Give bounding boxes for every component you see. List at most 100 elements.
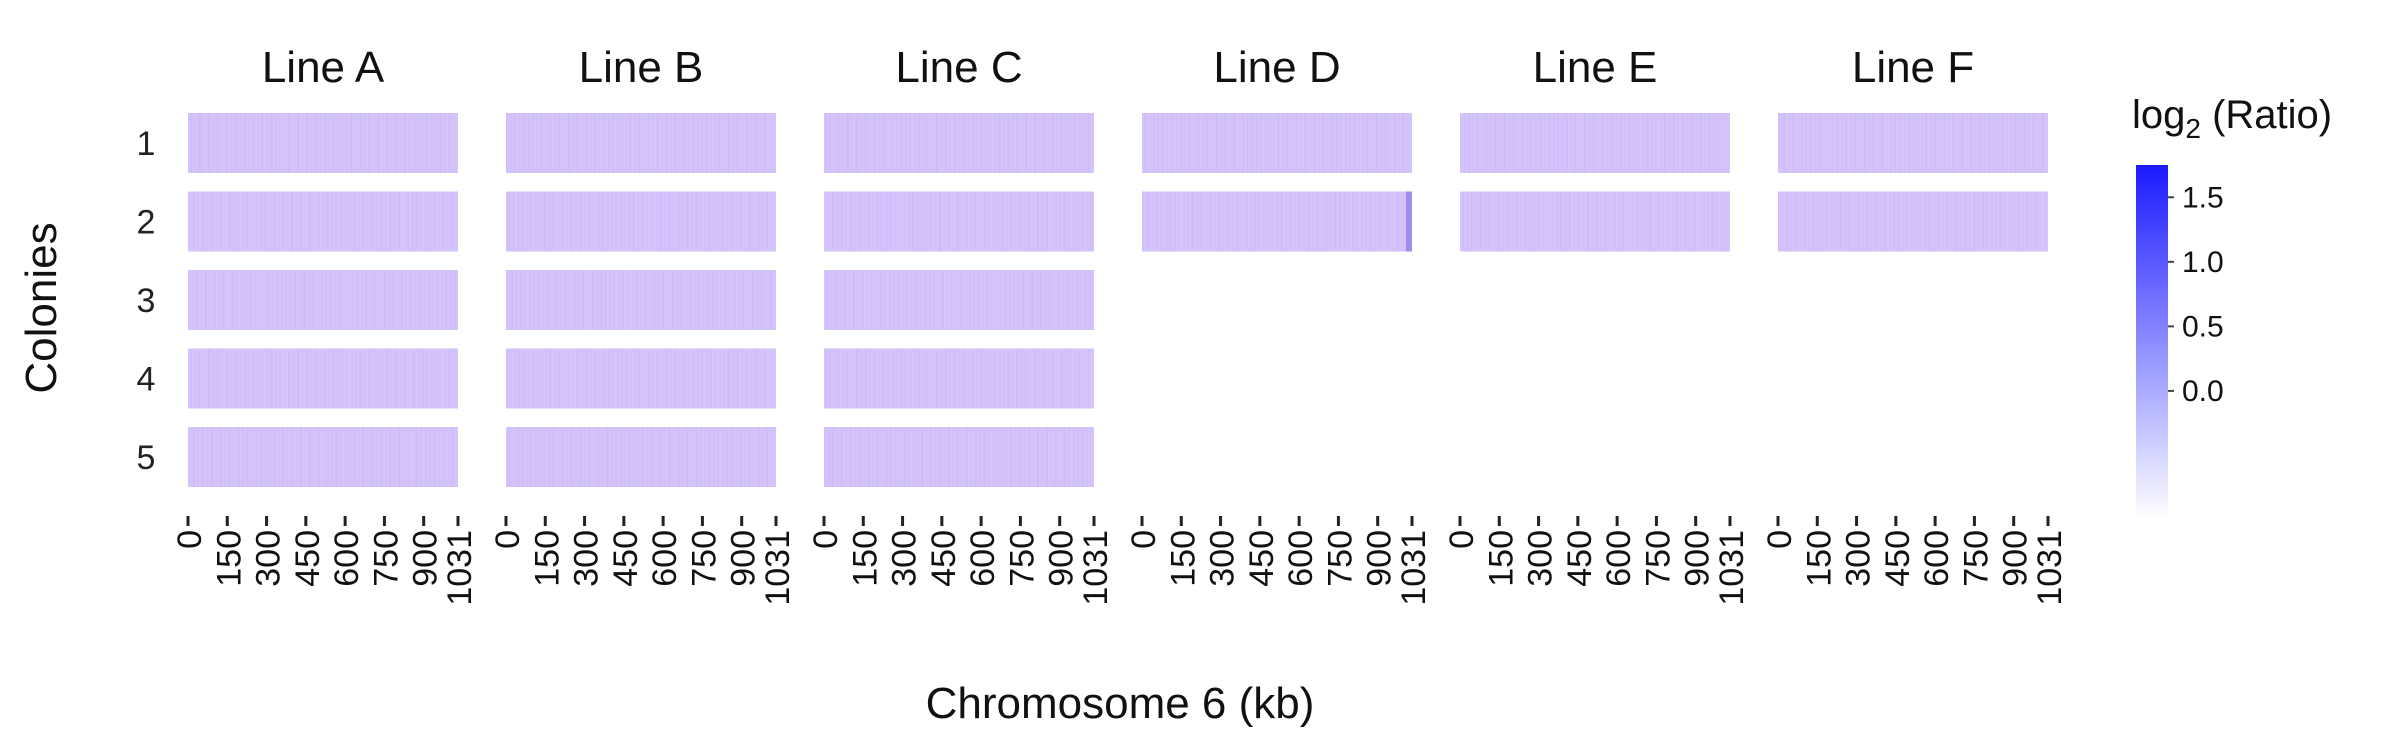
heatmap-bin — [453, 348, 455, 409]
heatmap-bin — [388, 270, 390, 330]
heatmap-bin — [599, 113, 601, 173]
heatmap-bin — [896, 348, 898, 409]
heatmap-bin — [300, 427, 303, 487]
heatmap-bin — [701, 348, 703, 409]
heatmap-bin — [566, 427, 568, 487]
heatmap-bin — [1948, 113, 1950, 173]
heatmap-bin — [422, 113, 424, 173]
panel-title: Line E — [1533, 43, 1658, 92]
heatmap-bin — [643, 113, 645, 173]
heatmap-bin — [1837, 113, 1839, 173]
heatmap-bin — [692, 113, 694, 173]
heatmap-bin — [870, 270, 872, 330]
heatmap-bin — [1017, 113, 1019, 173]
heatmap-bin — [267, 270, 269, 330]
heatmap-bin — [906, 270, 908, 330]
heatmap-bin — [853, 270, 855, 330]
heatmap-bin — [320, 270, 322, 330]
heatmap-bin — [696, 191, 698, 252]
heatmap-bin — [678, 427, 680, 487]
heatmap-bin — [549, 348, 551, 409]
heatmap-bin — [916, 270, 918, 330]
heatmap-bin — [274, 191, 276, 252]
heatmap-bin — [254, 270, 256, 330]
heatmap-bin — [613, 270, 616, 330]
heatmap-bin — [904, 427, 906, 487]
heatmap-bin — [371, 427, 373, 487]
heatmap-bin — [1855, 113, 1857, 173]
heatmap-bin — [939, 427, 941, 487]
heatmap-bin — [684, 348, 686, 409]
heatmap-bin — [406, 427, 408, 487]
heatmap-bin — [1548, 113, 1550, 173]
heatmap-bin — [1544, 113, 1546, 173]
heatmap-bin — [758, 191, 760, 252]
heatmap-bin — [1307, 191, 1309, 252]
heatmap-bin — [936, 348, 939, 409]
heatmap-bin — [1271, 191, 1273, 252]
panel-title: Line C — [895, 43, 1022, 92]
heatmap-bin — [1004, 270, 1006, 330]
heatmap-bin — [691, 427, 693, 487]
heatmap-bin — [689, 270, 691, 330]
heatmap-bin — [1017, 348, 1019, 409]
heatmap-cell-row-5 — [824, 427, 1094, 487]
heatmap-cell-row-5 — [506, 427, 776, 487]
x-tick-label: 600 — [1600, 530, 1638, 587]
heatmap-bin — [1889, 113, 1892, 173]
heatmap-bin — [646, 191, 648, 252]
heatmap-bin — [421, 113, 423, 173]
heatmap-bin — [699, 270, 701, 330]
heatmap-bin — [1020, 427, 1022, 487]
heatmap-bin — [428, 270, 430, 330]
heatmap-bin — [1961, 113, 1963, 173]
heatmap-bin — [319, 113, 321, 173]
heatmap-bin — [666, 113, 668, 173]
heatmap-bin — [329, 270, 331, 330]
heatmap-bin — [1982, 191, 1984, 252]
heatmap-bin — [335, 191, 337, 252]
heatmap-bin — [436, 270, 438, 330]
heatmap-bin — [1951, 191, 1953, 252]
heatmap-bin — [1228, 191, 1230, 252]
heatmap-bin — [208, 348, 210, 409]
heatmap-bin — [913, 191, 915, 252]
heatmap-bin — [1249, 191, 1252, 252]
heatmap-bin — [327, 191, 329, 252]
heatmap-bin — [1336, 113, 1338, 173]
heatmap-bin — [936, 113, 939, 173]
heatmap-bin — [2014, 113, 2016, 173]
heatmap-bin — [894, 427, 896, 487]
heatmap-bin — [717, 427, 720, 487]
heatmap-bin — [409, 270, 411, 330]
heatmap-bin — [1370, 191, 1372, 252]
heatmap-bin — [1637, 113, 1639, 173]
heatmap-bin — [516, 191, 519, 252]
heatmap-bin — [551, 270, 553, 330]
heatmap-bin — [910, 113, 912, 173]
heatmap-bin — [1242, 113, 1244, 173]
heatmap-bin — [954, 348, 956, 409]
heatmap-bin — [608, 113, 610, 173]
heatmap-bin — [265, 427, 267, 487]
heatmap-bin — [937, 270, 940, 330]
heatmap-bin — [255, 427, 257, 487]
heatmap-bin — [279, 348, 281, 409]
x-tick-label: 450 — [925, 530, 963, 587]
heatmap-bin — [1557, 113, 1559, 173]
heatmap-bin — [1615, 113, 1617, 173]
heatmap-bin — [1051, 113, 1053, 173]
heatmap-bin — [1026, 113, 1028, 173]
heatmap-bin — [285, 270, 287, 330]
heatmap-bin — [394, 348, 397, 409]
heatmap-bin — [2008, 191, 2010, 252]
heatmap-bin — [970, 427, 972, 487]
heatmap-bin — [754, 348, 756, 409]
heatmap-bin — [957, 427, 959, 487]
heatmap-bin — [1725, 191, 1727, 252]
heatmap-bin — [288, 348, 290, 409]
heatmap-bin — [1233, 113, 1235, 173]
heatmap-bin — [262, 113, 264, 173]
heatmap-bin — [1202, 113, 1204, 173]
heatmap-bin — [603, 348, 605, 409]
